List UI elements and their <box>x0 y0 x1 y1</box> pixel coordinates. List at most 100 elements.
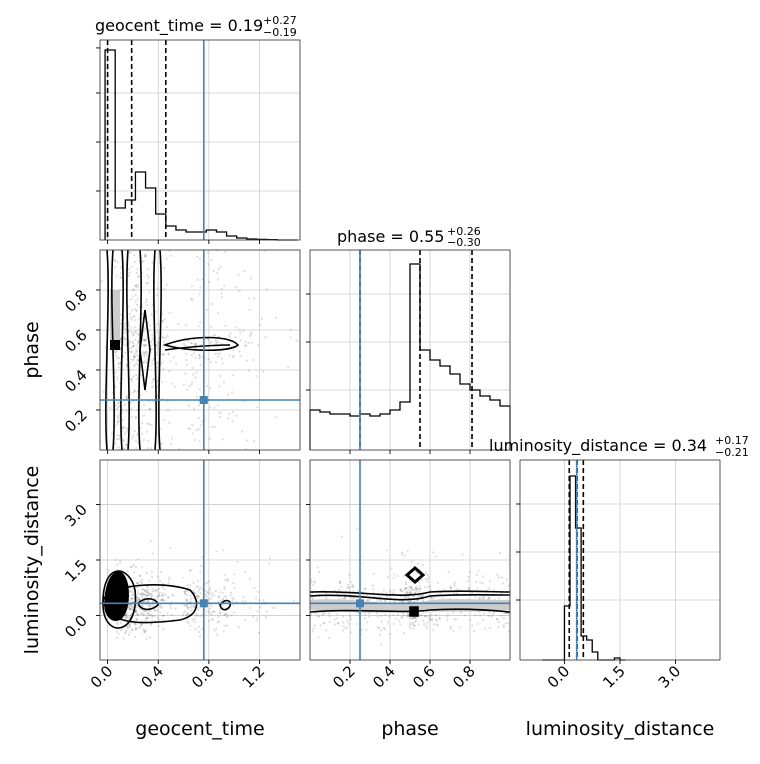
scatter-point <box>419 587 422 590</box>
scatter-point <box>364 587 367 591</box>
scatter-point <box>483 595 486 598</box>
scatter-point <box>185 352 188 356</box>
scatter-point <box>392 577 395 580</box>
xtick-label-phase: 0.6 <box>409 662 439 692</box>
scatter-point <box>213 334 217 337</box>
scatter-point <box>252 358 255 362</box>
title-geocent-time-sup: +0.27 <box>263 14 297 27</box>
scatter-point <box>339 581 342 584</box>
contour-line <box>219 599 232 611</box>
scatter-point <box>186 606 189 609</box>
scatter-point <box>171 437 174 440</box>
scatter-point <box>157 342 160 345</box>
scatter-point <box>261 599 265 602</box>
scatter-point <box>127 274 130 277</box>
scatter-point <box>230 614 233 617</box>
scatter-point <box>207 580 210 583</box>
scatter-point <box>132 345 135 348</box>
scatter-point <box>135 586 138 589</box>
scatter-point <box>128 608 132 611</box>
scatter-point <box>153 609 156 612</box>
scatter-point <box>488 597 491 600</box>
scatter-point <box>507 630 510 633</box>
title-luminosity-distance-sup: +0.17 <box>715 434 749 447</box>
scatter-point <box>226 578 229 581</box>
scatter-point <box>158 591 161 595</box>
scatter-point <box>186 584 189 587</box>
scatter-point <box>125 365 129 368</box>
scatter-point <box>461 553 464 556</box>
xtick-label-geocent-time: 1.2 <box>239 662 269 692</box>
scatter-point <box>136 283 139 286</box>
scatter-point <box>491 613 494 616</box>
scatter-point <box>429 616 432 619</box>
scatter-point <box>130 408 133 411</box>
scatter-point <box>335 617 339 620</box>
scatter-point <box>131 437 134 440</box>
scatter-point <box>221 598 224 601</box>
scatter-point <box>199 635 202 638</box>
scatter-point <box>222 630 225 633</box>
contour-line <box>404 566 426 584</box>
scatter-point <box>143 631 146 634</box>
scatter-point <box>100 279 103 283</box>
scatter-point <box>226 612 229 615</box>
scatter-point <box>145 298 148 301</box>
scatter-point <box>136 433 139 436</box>
scatter-point <box>224 595 227 598</box>
scatter-point <box>162 267 165 270</box>
scatter-point <box>392 614 395 617</box>
scatter-point <box>218 415 221 419</box>
scatter-point <box>148 291 151 294</box>
scatter-point <box>232 349 235 352</box>
scatter-point <box>132 315 135 318</box>
scatter-point <box>376 615 379 618</box>
scatter-point <box>136 377 139 380</box>
scatter-point <box>119 276 122 279</box>
scatter-point <box>139 607 142 611</box>
title-luminosity-distance: luminosity_distance = 0.34 <box>489 436 707 456</box>
scatter-point <box>411 616 414 620</box>
contour-line <box>126 249 130 451</box>
scatter-point <box>289 336 292 339</box>
scatter-point <box>158 595 161 598</box>
scatter-point <box>312 627 315 630</box>
scatter-point <box>455 618 458 621</box>
scatter-point <box>125 443 128 446</box>
scatter-point <box>319 624 322 627</box>
scatter-point <box>248 297 251 300</box>
scatter-point <box>116 349 119 352</box>
scatter-point <box>141 597 144 600</box>
scatter-point <box>123 403 126 406</box>
scatter-point <box>186 388 189 392</box>
scatter-point <box>146 612 149 615</box>
scatter-point <box>479 581 482 584</box>
scatter-point <box>117 632 120 636</box>
scatter-point <box>140 432 144 436</box>
scatter-point <box>133 365 136 368</box>
scatter-point <box>192 619 195 622</box>
scatter-point <box>143 630 147 633</box>
scatter-point <box>141 592 144 595</box>
scatter-point <box>143 593 146 596</box>
scatter-point <box>152 385 155 388</box>
scatter-point <box>119 629 122 632</box>
scatter-point <box>116 378 119 381</box>
scatter-point <box>197 590 200 593</box>
contour-line <box>158 249 162 451</box>
scatter-point <box>497 620 500 624</box>
scatter-point <box>156 379 159 383</box>
scatter-point <box>497 576 500 579</box>
scatter-point <box>380 614 383 617</box>
scatter-point <box>435 614 438 617</box>
scatter-point <box>191 381 194 384</box>
scatter-point <box>134 623 137 626</box>
scatter-point <box>310 579 313 582</box>
scatter-point <box>223 250 226 253</box>
scatter-point <box>335 613 338 616</box>
scatter-point <box>312 580 315 583</box>
scatter-point <box>413 617 416 620</box>
scatter-point <box>197 325 200 328</box>
scatter-point <box>133 356 136 359</box>
scatter-point <box>262 370 265 373</box>
